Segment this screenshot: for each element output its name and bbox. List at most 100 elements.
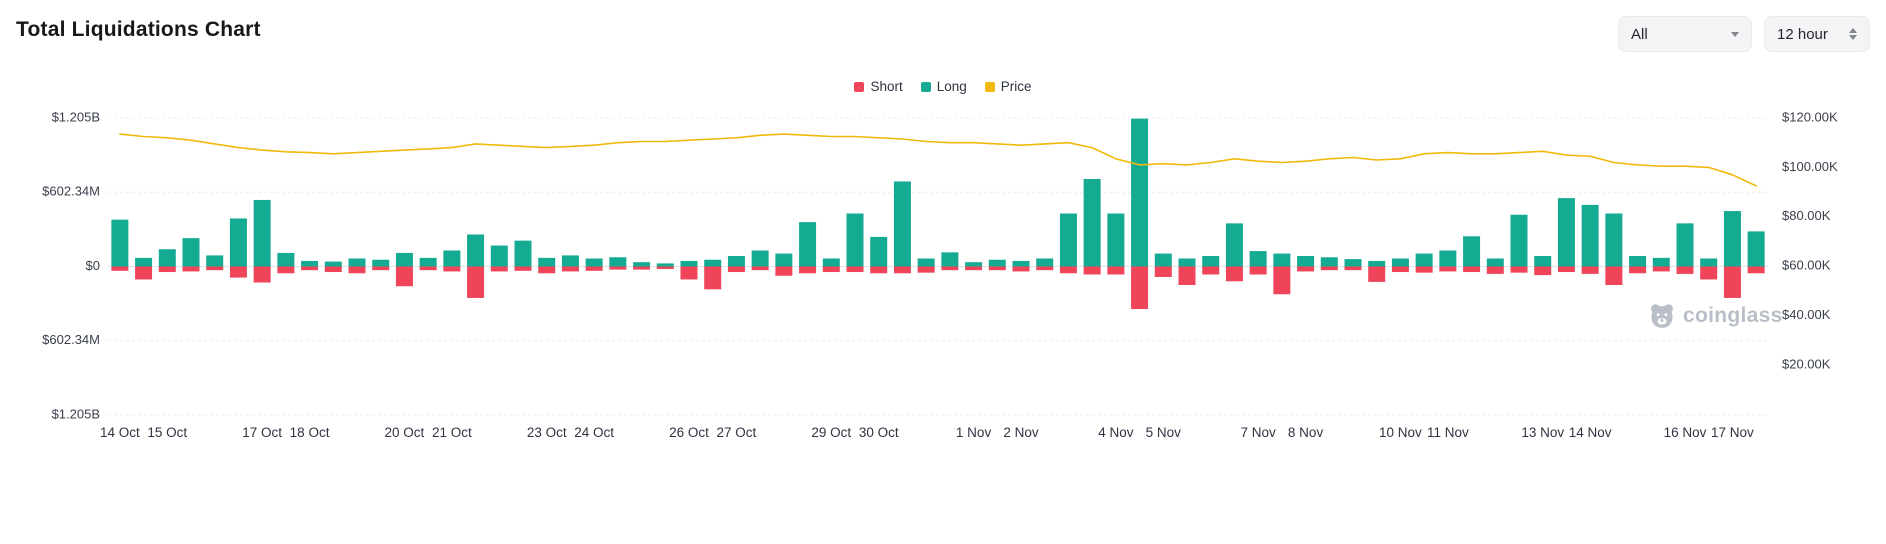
long-bar[interactable] [467, 234, 485, 267]
long-bar[interactable] [1012, 260, 1030, 267]
long-bar[interactable] [1273, 253, 1291, 267]
short-bar[interactable] [1676, 266, 1694, 274]
short-bar[interactable] [395, 266, 413, 287]
short-bar[interactable] [490, 266, 508, 272]
long-bar[interactable] [158, 249, 176, 267]
short-bar[interactable] [1083, 266, 1101, 275]
short-bar[interactable] [1581, 266, 1599, 274]
short-bar[interactable] [1249, 266, 1267, 275]
long-bar[interactable] [538, 257, 556, 267]
short-bar[interactable] [206, 266, 224, 271]
long-bar[interactable] [324, 261, 342, 267]
short-bar[interactable] [1534, 266, 1552, 276]
long-bar[interactable] [846, 213, 864, 267]
short-bar[interactable] [443, 266, 461, 272]
long-bar[interactable] [490, 245, 508, 267]
short-bar[interactable] [1273, 266, 1291, 295]
legend-item-price[interactable]: Price [984, 79, 1032, 94]
long-bar[interactable] [1059, 213, 1077, 267]
short-bar[interactable] [775, 266, 793, 276]
short-bar[interactable] [135, 266, 153, 280]
long-bar[interactable] [680, 260, 698, 267]
long-bar[interactable] [1391, 258, 1409, 267]
long-bar[interactable] [1344, 259, 1362, 267]
short-bar[interactable] [514, 266, 532, 271]
long-bar[interactable] [822, 258, 840, 267]
long-bar[interactable] [1083, 179, 1101, 267]
long-bar[interactable] [704, 259, 722, 267]
short-bar[interactable] [1605, 266, 1623, 285]
short-bar[interactable] [1463, 266, 1481, 273]
short-bar[interactable] [277, 266, 295, 274]
long-bar[interactable] [1297, 256, 1315, 267]
long-bar[interactable] [1036, 258, 1054, 267]
short-bar[interactable] [799, 266, 817, 274]
short-bar[interactable] [467, 266, 485, 298]
short-bar[interactable] [1700, 266, 1718, 280]
long-bar[interactable] [988, 259, 1006, 267]
symbol-filter-select[interactable]: All [1618, 16, 1752, 52]
long-bar[interactable] [1700, 258, 1718, 267]
long-bar[interactable] [1320, 257, 1338, 267]
short-bar[interactable] [1368, 266, 1386, 282]
short-bar[interactable] [1320, 266, 1338, 271]
short-bar[interactable] [561, 266, 579, 272]
short-bar[interactable] [633, 266, 651, 270]
long-bar[interactable] [941, 252, 959, 267]
long-bar[interactable] [751, 250, 769, 267]
long-bar[interactable] [1225, 223, 1243, 267]
short-bar[interactable] [1036, 266, 1054, 271]
short-bar[interactable] [1723, 266, 1741, 298]
short-bar[interactable] [348, 266, 366, 274]
long-bar[interactable] [965, 262, 983, 267]
long-bar[interactable] [893, 181, 911, 267]
short-bar[interactable] [941, 266, 959, 271]
short-bar[interactable] [1510, 266, 1528, 273]
long-bar[interactable] [206, 255, 224, 267]
long-bar[interactable] [443, 250, 461, 267]
short-bar[interactable] [846, 266, 864, 273]
short-bar[interactable] [229, 266, 247, 278]
long-bar[interactable] [775, 253, 793, 267]
short-bar[interactable] [822, 266, 840, 273]
long-bar[interactable] [395, 252, 413, 267]
long-bar[interactable] [799, 222, 817, 267]
long-bar[interactable] [111, 219, 129, 267]
short-bar[interactable] [1154, 266, 1172, 277]
long-bar[interactable] [1747, 231, 1765, 267]
long-bar[interactable] [301, 260, 319, 267]
long-bar[interactable] [1557, 198, 1575, 267]
short-bar[interactable] [988, 266, 1006, 271]
short-bar[interactable] [1652, 266, 1670, 272]
long-bar[interactable] [561, 255, 579, 267]
long-bar[interactable] [419, 257, 437, 267]
short-bar[interactable] [1415, 266, 1433, 273]
short-bar[interactable] [324, 266, 342, 273]
long-bar[interactable] [1629, 256, 1647, 267]
long-bar[interactable] [1534, 256, 1552, 267]
short-bar[interactable] [253, 266, 271, 283]
short-bar[interactable] [917, 266, 935, 273]
short-bar[interactable] [656, 266, 674, 269]
long-bar[interactable] [253, 199, 271, 267]
long-bar[interactable] [1486, 258, 1504, 267]
long-bar[interactable] [1723, 211, 1741, 267]
long-bar[interactable] [514, 240, 532, 267]
short-bar[interactable] [727, 266, 745, 273]
short-bar[interactable] [182, 266, 200, 272]
short-bar[interactable] [965, 266, 983, 271]
short-bar[interactable] [609, 266, 627, 270]
short-bar[interactable] [1439, 266, 1457, 272]
short-bar[interactable] [1178, 266, 1196, 285]
long-bar[interactable] [1581, 204, 1599, 267]
legend-item-long[interactable]: Long [920, 79, 967, 94]
long-bar[interactable] [1439, 250, 1457, 267]
interval-select[interactable]: 12 hour [1764, 16, 1870, 52]
long-bar[interactable] [1652, 257, 1670, 267]
short-bar[interactable] [301, 266, 319, 271]
long-bar[interactable] [1131, 118, 1149, 267]
long-bar[interactable] [372, 259, 390, 267]
short-bar[interactable] [1486, 266, 1504, 274]
short-bar[interactable] [158, 266, 176, 273]
long-bar[interactable] [917, 258, 935, 267]
